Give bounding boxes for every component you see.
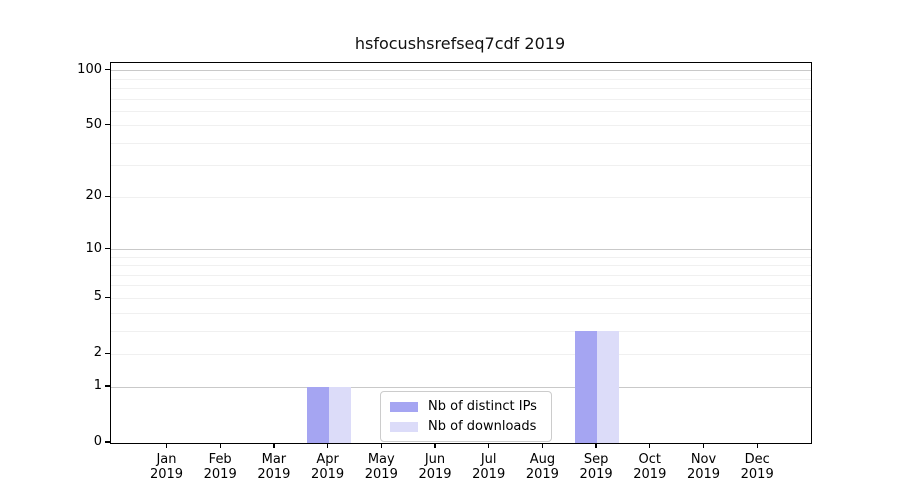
distinct-ips-swatch <box>390 401 418 412</box>
x-tick-label: Jan 2019 <box>149 452 184 482</box>
y-tick-mark <box>105 296 110 299</box>
x-tick-label: Jul 2019 <box>472 452 506 482</box>
minor-gridline <box>111 125 811 127</box>
legend-item-downloads: Nb of downloads <box>390 419 542 434</box>
chart-title: hsfocushsrefseq7cdf 2019 <box>354 34 566 53</box>
x-tick-label: Sep 2019 <box>579 452 613 482</box>
y-tick-label: 50 <box>85 116 102 132</box>
legend: Nb of distinct IPs Nb of downloads <box>380 391 552 442</box>
x-tick-label: Feb 2019 <box>203 452 237 482</box>
minor-gridline <box>111 165 811 167</box>
minor-gridline <box>111 265 811 267</box>
bar-apr-downloads <box>328 387 351 443</box>
x-tick-mark <box>702 443 705 449</box>
x-tick-label: Aug 2019 <box>525 452 559 482</box>
legend-label-distinct-ips: Nb of distinct IPs <box>428 399 537 414</box>
legend-label-downloads: Nb of downloads <box>428 419 537 434</box>
minor-gridline <box>111 256 811 258</box>
y-tick-label: 20 <box>85 188 102 204</box>
x-tick-mark <box>595 443 597 449</box>
x-tick-mark <box>165 443 168 449</box>
x-tick-mark <box>434 443 436 449</box>
x-tick-mark <box>326 443 329 449</box>
minor-gridline <box>111 87 811 89</box>
x-tick-mark <box>488 443 490 449</box>
x-tick-label: Oct 2019 <box>633 452 667 482</box>
y-tick-mark <box>105 124 110 126</box>
x-tick-label: Nov 2019 <box>686 452 721 482</box>
x-tick-mark <box>273 443 275 449</box>
minor-gridline <box>111 142 811 144</box>
x-tick-label: Jun 2019 <box>418 452 452 482</box>
x-tick-label: May 2019 <box>364 452 398 482</box>
y-tick-label: 2 <box>93 345 102 361</box>
y-tick-label: 0 <box>93 434 102 449</box>
minor-gridline <box>111 196 811 198</box>
y-tick-label: 10 <box>85 240 102 256</box>
x-tick-mark <box>380 443 382 449</box>
bar-sep-downloads <box>597 331 620 443</box>
plot-area: Nb of distinct IPs Nb of downloads <box>110 62 812 444</box>
minor-gridline <box>111 297 811 299</box>
y-tick-mark <box>105 247 110 250</box>
x-tick-mark <box>649 443 651 449</box>
y-tick-mark <box>105 385 110 387</box>
x-tick-mark <box>756 443 758 449</box>
y-tick-label: 1 <box>93 378 102 394</box>
x-tick-mark <box>541 443 544 449</box>
minor-gridline <box>111 312 811 314</box>
y-tick-mark <box>105 352 110 354</box>
major-gridline <box>111 70 811 72</box>
minor-gridline <box>111 285 811 287</box>
y-tick-mark <box>105 68 110 71</box>
x-tick-label: Dec 2019 <box>740 452 774 482</box>
minor-gridline <box>111 78 811 80</box>
y-tick-mark <box>105 195 110 197</box>
minor-gridline <box>111 98 811 100</box>
downloads-swatch <box>390 421 418 432</box>
x-tick-label: Apr 2019 <box>311 452 345 482</box>
y-tick-label: 100 <box>77 61 102 77</box>
minor-gridline <box>111 274 811 276</box>
legend-item-distinct-ips: Nb of distinct IPs <box>390 399 542 414</box>
x-tick-label: Mar 2019 <box>257 452 291 482</box>
y-tick-mark <box>105 441 110 443</box>
minor-gridline <box>111 110 811 112</box>
major-gridline <box>111 386 811 388</box>
major-gridline <box>111 249 811 251</box>
minor-gridline <box>111 353 811 355</box>
bar-sep-distinct-ips <box>575 331 598 443</box>
bar-apr-distinct-ips <box>306 387 329 443</box>
y-tick-label: 5 <box>93 289 102 305</box>
minor-gridline <box>111 330 811 332</box>
x-tick-mark <box>219 443 221 449</box>
